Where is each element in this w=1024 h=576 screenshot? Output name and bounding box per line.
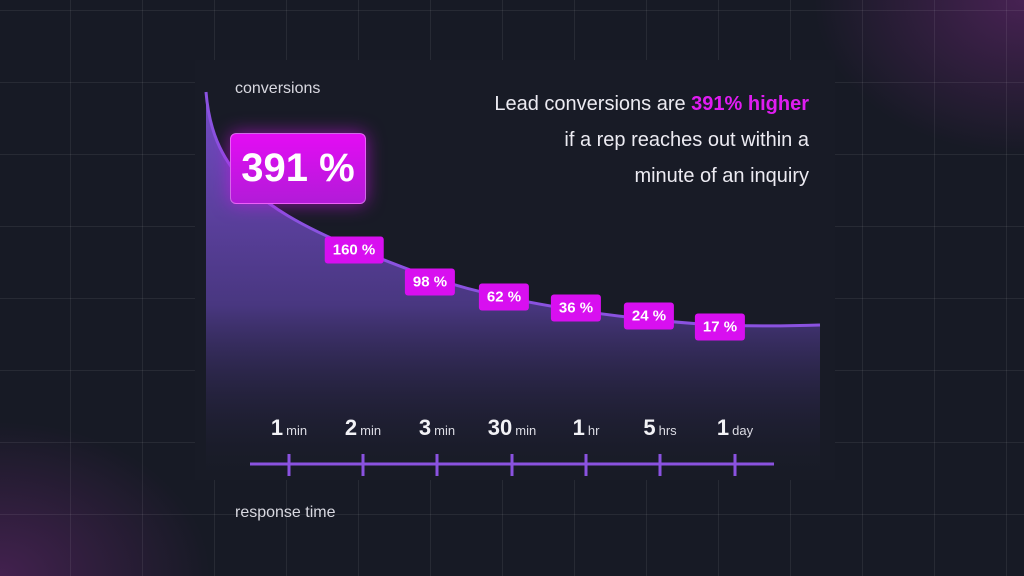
- x-tick-label: 1 min: [271, 415, 307, 441]
- data-label: 17 %: [694, 313, 746, 341]
- x-tick-number: 5: [643, 415, 656, 440]
- x-tick-unit: min: [286, 423, 308, 438]
- data-label-highlight: 391 %: [230, 133, 366, 204]
- x-tick-unit: min: [515, 423, 537, 438]
- y-axis-label: conversions: [235, 80, 321, 97]
- headline-line: minute of an inquiry: [634, 165, 809, 187]
- data-label: 98 %: [404, 268, 456, 296]
- data-label: 160 %: [324, 236, 384, 264]
- x-axis-label: response time: [235, 504, 336, 521]
- x-tick-unit: day: [732, 423, 754, 438]
- x-tick-label: 5 hrs: [643, 415, 676, 441]
- x-tick-number: 1: [572, 415, 585, 440]
- x-tick-number: 2: [344, 415, 358, 440]
- data-label: 36 %: [550, 294, 602, 322]
- headline-line: if a rep reaches out within a: [564, 129, 809, 151]
- x-tick-label: 1 day: [717, 415, 753, 441]
- x-tick-unit: hr: [587, 423, 600, 438]
- headline-text: Lead conversions are: [494, 93, 692, 115]
- area-fill: [206, 92, 820, 480]
- x-tick-number: 1: [716, 415, 730, 440]
- data-label: 62 %: [478, 283, 530, 311]
- x-tick-label: 3 min: [419, 415, 455, 441]
- data-label: 24 %: [623, 302, 675, 330]
- x-tick-label: 1 hr: [573, 415, 600, 441]
- x-tick-number: 1: [270, 415, 284, 440]
- x-tick-label: 30 min: [488, 415, 536, 441]
- x-tick-number: 3: [418, 415, 432, 440]
- x-tick-label: 2 min: [345, 415, 381, 441]
- x-tick-unit: hrs: [658, 423, 677, 438]
- x-tick-unit: min: [434, 423, 456, 438]
- headline-highlight: 391% higher: [691, 93, 809, 115]
- x-tick-unit: min: [360, 423, 382, 438]
- x-tick-number: 30: [487, 415, 513, 440]
- headline: Lead conversions are 391% higher if a re…: [494, 86, 809, 194]
